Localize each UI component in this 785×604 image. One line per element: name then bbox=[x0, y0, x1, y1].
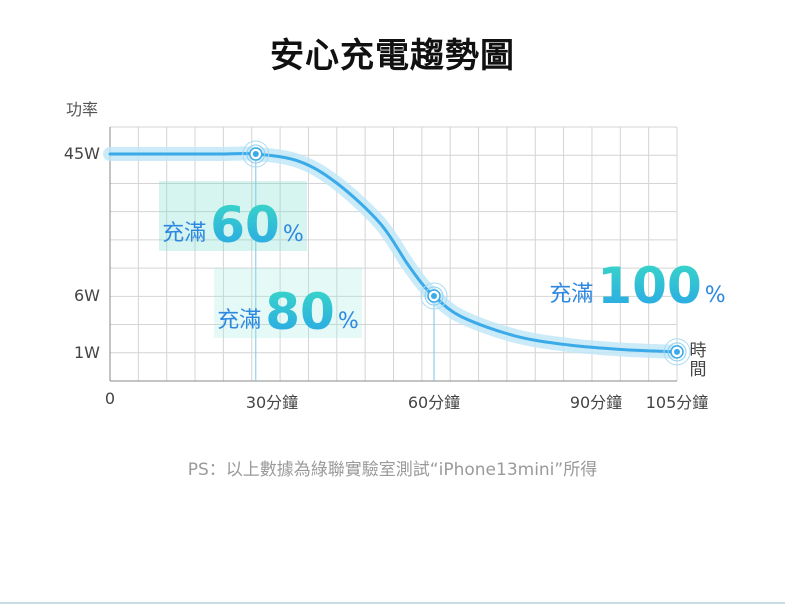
callout-suffix: % bbox=[337, 309, 359, 334]
data-point-marker bbox=[252, 151, 259, 157]
callout-suffix: % bbox=[282, 222, 304, 247]
y-axis-label: 功率 bbox=[66, 100, 99, 119]
footnote: PS：以上數據為綠聯實驗室測試“iPhone13mini”所得 bbox=[187, 460, 598, 480]
x-tick-label: 105分鐘 bbox=[645, 393, 709, 412]
data-point-marker bbox=[674, 348, 680, 355]
y-tick-label: 1W bbox=[74, 343, 100, 362]
marker-ring-outer bbox=[420, 282, 448, 310]
y-tick-label: 45W bbox=[63, 144, 100, 163]
y-tick-label: 6W bbox=[74, 286, 100, 305]
callout-prefix: 充滿 bbox=[162, 221, 207, 246]
callout-prefix: 充滿 bbox=[549, 282, 594, 307]
x-tick-label: 30分鐘 bbox=[245, 393, 299, 412]
x-axis-label: 時間 bbox=[689, 341, 707, 380]
callout-value: 80 bbox=[265, 283, 335, 341]
callout-80-percent: 充滿 80 % bbox=[214, 268, 362, 338]
x-tick-label: 0 bbox=[104, 389, 116, 408]
x-tick-label: 60分鐘 bbox=[407, 393, 461, 412]
marker-ring-outer bbox=[242, 140, 270, 168]
callout-value: 100 bbox=[597, 257, 702, 315]
marker-ring-middle bbox=[246, 144, 266, 164]
callout-100-percent: 充滿 100 % bbox=[549, 256, 725, 315]
callout-60-percent: 充滿 60 % bbox=[159, 181, 307, 251]
bottom-divider bbox=[0, 602, 785, 604]
chart-title: 安心充電趨勢圖 bbox=[270, 36, 515, 76]
marker-ring-outer bbox=[663, 338, 691, 366]
callout-value: 60 bbox=[210, 196, 280, 254]
callout-prefix: 充滿 bbox=[217, 308, 262, 333]
series-line bbox=[108, 151, 679, 354]
marker-ring-middle bbox=[667, 342, 687, 362]
callout-suffix: % bbox=[704, 283, 726, 308]
marker-ring-middle bbox=[424, 286, 444, 306]
data-point-marker bbox=[431, 293, 437, 299]
x-tick-label: 90分鐘 bbox=[569, 393, 623, 412]
